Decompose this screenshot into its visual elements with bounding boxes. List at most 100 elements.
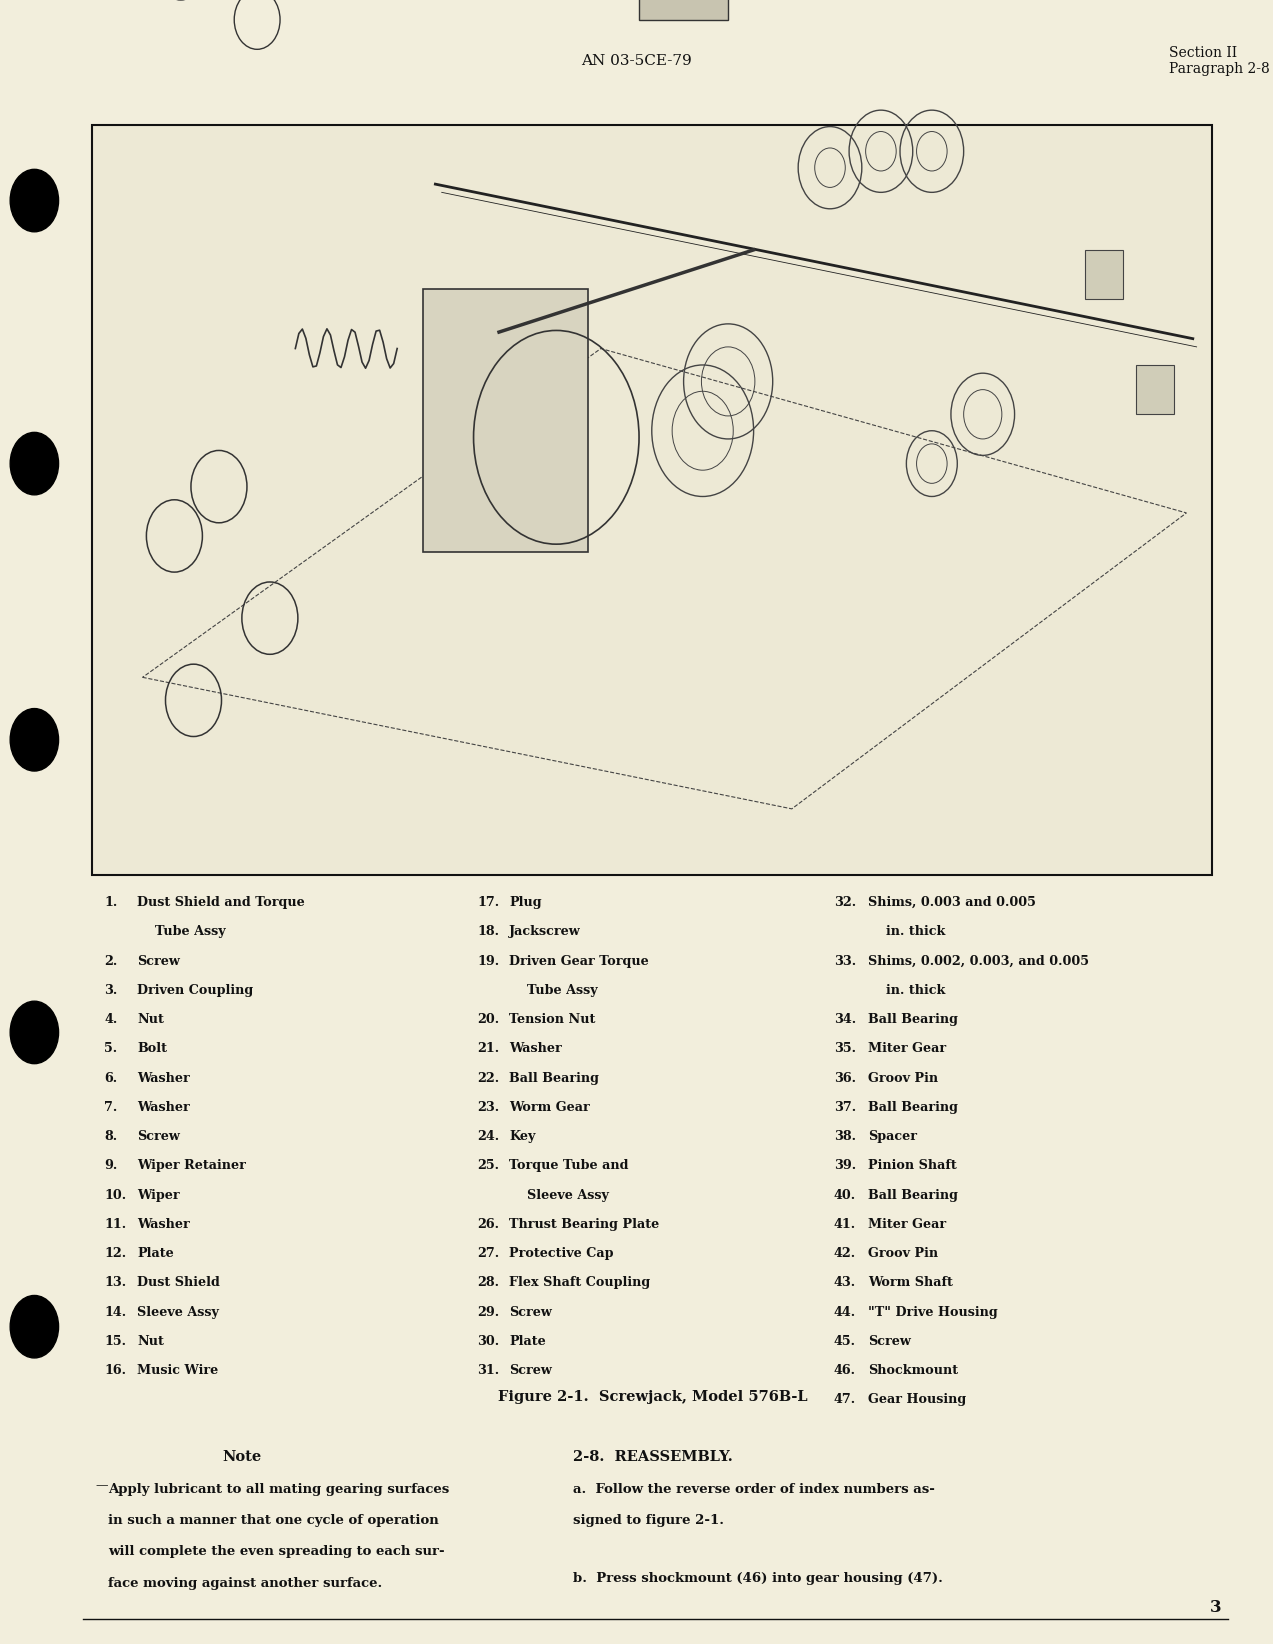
Text: Washer: Washer bbox=[137, 1101, 190, 1115]
Text: —: — bbox=[95, 1480, 108, 1493]
Text: Thrust Bearing Plate: Thrust Bearing Plate bbox=[509, 1218, 659, 1231]
Text: will complete the even spreading to each sur-: will complete the even spreading to each… bbox=[108, 1545, 444, 1559]
Text: 16.: 16. bbox=[104, 1365, 126, 1378]
Text: Paragraph 2-8: Paragraph 2-8 bbox=[1169, 62, 1269, 76]
Text: in. thick: in. thick bbox=[868, 926, 946, 939]
Text: signed to figure 2-1.: signed to figure 2-1. bbox=[573, 1514, 724, 1527]
Text: 29.: 29. bbox=[477, 1305, 499, 1318]
Text: Plug: Plug bbox=[509, 896, 542, 909]
Text: Miter Gear: Miter Gear bbox=[868, 1042, 946, 1055]
Text: 46.: 46. bbox=[834, 1365, 855, 1378]
Text: Dust Shield and Torque: Dust Shield and Torque bbox=[137, 896, 306, 909]
Text: 20.: 20. bbox=[477, 1013, 499, 1026]
Text: Sleeve Assy: Sleeve Assy bbox=[509, 1189, 608, 1202]
Text: Screw: Screw bbox=[509, 1305, 552, 1318]
Text: Nut: Nut bbox=[137, 1013, 164, 1026]
Text: Nut: Nut bbox=[137, 1335, 164, 1348]
Text: 36.: 36. bbox=[834, 1072, 855, 1085]
Text: 23.: 23. bbox=[477, 1101, 499, 1115]
Text: 37.: 37. bbox=[834, 1101, 855, 1115]
Text: Driven Gear Torque: Driven Gear Torque bbox=[509, 955, 649, 968]
Text: Ball Bearing: Ball Bearing bbox=[509, 1072, 600, 1085]
Text: 9.: 9. bbox=[104, 1159, 117, 1172]
Text: Sleeve Assy: Sleeve Assy bbox=[137, 1305, 219, 1318]
Circle shape bbox=[10, 709, 59, 771]
Text: 35.: 35. bbox=[834, 1042, 855, 1055]
Text: Ball Bearing: Ball Bearing bbox=[868, 1189, 959, 1202]
Text: Ball Bearing: Ball Bearing bbox=[868, 1101, 959, 1115]
Text: 34.: 34. bbox=[834, 1013, 855, 1026]
Text: 38.: 38. bbox=[834, 1129, 855, 1143]
Text: 2-8.  REASSEMBLY.: 2-8. REASSEMBLY. bbox=[573, 1450, 732, 1465]
Text: Key: Key bbox=[509, 1129, 536, 1143]
Bar bbox=[639, 0, 728, 20]
Text: Washer: Washer bbox=[137, 1218, 190, 1231]
Text: Plate: Plate bbox=[137, 1248, 174, 1261]
Text: 13.: 13. bbox=[104, 1276, 126, 1289]
Text: Shockmount: Shockmount bbox=[868, 1365, 959, 1378]
Text: 32.: 32. bbox=[834, 896, 855, 909]
Text: Apply lubricant to all mating gearing surfaces: Apply lubricant to all mating gearing su… bbox=[108, 1483, 449, 1496]
Bar bbox=[92, 125, 1212, 875]
Text: 1.: 1. bbox=[104, 896, 117, 909]
Bar bbox=[1136, 365, 1174, 414]
Text: 40.: 40. bbox=[834, 1189, 855, 1202]
Text: 33.: 33. bbox=[834, 955, 855, 968]
Circle shape bbox=[10, 1295, 59, 1358]
Text: Miter Gear: Miter Gear bbox=[868, 1218, 946, 1231]
Text: 18.: 18. bbox=[477, 926, 499, 939]
Text: Washer: Washer bbox=[137, 1072, 190, 1085]
Circle shape bbox=[10, 169, 59, 232]
Text: Ball Bearing: Ball Bearing bbox=[868, 1013, 959, 1026]
Text: Gear Housing: Gear Housing bbox=[868, 1394, 966, 1407]
Text: 39.: 39. bbox=[834, 1159, 855, 1172]
Text: Tube Assy: Tube Assy bbox=[509, 983, 598, 996]
Text: "T" Drive Housing: "T" Drive Housing bbox=[868, 1305, 998, 1318]
Text: 4.: 4. bbox=[104, 1013, 117, 1026]
Text: 27.: 27. bbox=[477, 1248, 499, 1261]
Text: Jackscrew: Jackscrew bbox=[509, 926, 580, 939]
Text: Spacer: Spacer bbox=[868, 1129, 917, 1143]
Text: 28.: 28. bbox=[477, 1276, 499, 1289]
Text: Screw: Screw bbox=[137, 1129, 181, 1143]
Text: 22.: 22. bbox=[477, 1072, 499, 1085]
Bar bbox=[423, 289, 588, 552]
Text: 17.: 17. bbox=[477, 896, 499, 909]
Text: Tube Assy: Tube Assy bbox=[137, 926, 227, 939]
Text: 10.: 10. bbox=[104, 1189, 126, 1202]
Text: in such a manner that one cycle of operation: in such a manner that one cycle of opera… bbox=[108, 1514, 439, 1527]
Text: 42.: 42. bbox=[834, 1248, 855, 1261]
Text: 12.: 12. bbox=[104, 1248, 126, 1261]
Text: 26.: 26. bbox=[477, 1218, 499, 1231]
Text: 21.: 21. bbox=[477, 1042, 499, 1055]
Text: Screw: Screw bbox=[868, 1335, 911, 1348]
Text: 6.: 6. bbox=[104, 1072, 117, 1085]
Text: 47.: 47. bbox=[834, 1394, 855, 1407]
Text: Groov Pin: Groov Pin bbox=[868, 1248, 938, 1261]
Text: Worm Gear: Worm Gear bbox=[509, 1101, 589, 1115]
Text: 15.: 15. bbox=[104, 1335, 126, 1348]
Text: 30.: 30. bbox=[477, 1335, 499, 1348]
Text: 3.: 3. bbox=[104, 983, 117, 996]
Text: 11.: 11. bbox=[104, 1218, 126, 1231]
Text: Figure 2-1.  Screwjack, Model 576B-L: Figure 2-1. Screwjack, Model 576B-L bbox=[498, 1391, 808, 1404]
Text: Driven Coupling: Driven Coupling bbox=[137, 983, 253, 996]
Text: Wiper: Wiper bbox=[137, 1189, 179, 1202]
Text: 8.: 8. bbox=[104, 1129, 117, 1143]
Text: Worm Shaft: Worm Shaft bbox=[868, 1276, 953, 1289]
Text: Screw: Screw bbox=[509, 1365, 552, 1378]
Bar bbox=[1085, 250, 1123, 299]
Text: Section II: Section II bbox=[1169, 46, 1237, 59]
Text: Torque Tube and: Torque Tube and bbox=[509, 1159, 629, 1172]
Circle shape bbox=[10, 432, 59, 495]
Text: 43.: 43. bbox=[834, 1276, 855, 1289]
Text: Washer: Washer bbox=[509, 1042, 561, 1055]
Text: Tension Nut: Tension Nut bbox=[509, 1013, 596, 1026]
Text: 7.: 7. bbox=[104, 1101, 117, 1115]
Text: Dust Shield: Dust Shield bbox=[137, 1276, 220, 1289]
Text: Groov Pin: Groov Pin bbox=[868, 1072, 938, 1085]
Text: 25.: 25. bbox=[477, 1159, 499, 1172]
Text: Shims, 0.002, 0.003, and 0.005: Shims, 0.002, 0.003, and 0.005 bbox=[868, 955, 1090, 968]
Text: Wiper Retainer: Wiper Retainer bbox=[137, 1159, 247, 1172]
Text: Protective Cap: Protective Cap bbox=[509, 1248, 614, 1261]
